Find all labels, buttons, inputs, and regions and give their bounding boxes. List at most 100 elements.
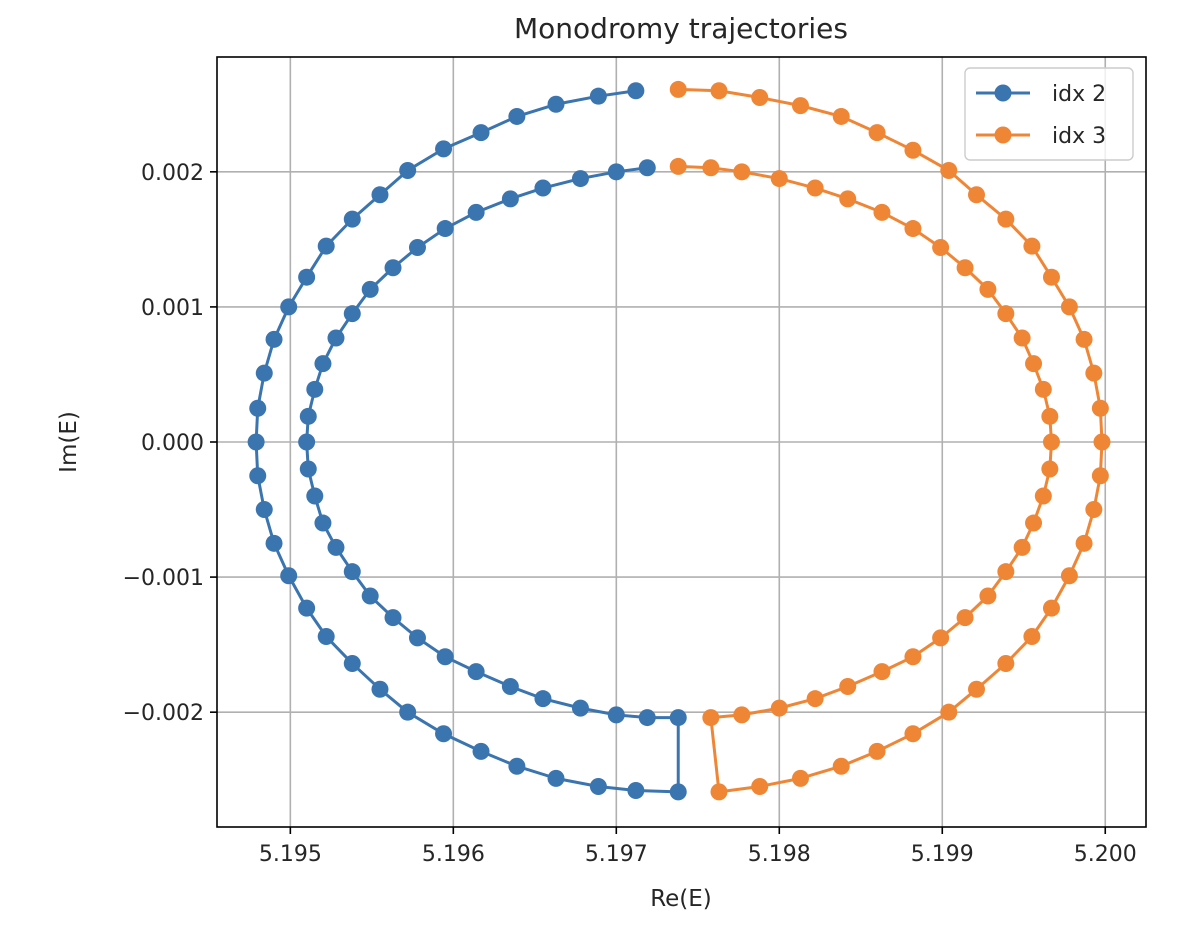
data-point-idx-3 — [1025, 514, 1043, 532]
data-point-idx-3 — [932, 629, 950, 647]
data-point-idx-2 — [501, 678, 519, 696]
data-point-idx-2 — [343, 655, 361, 673]
data-point-idx-2 — [314, 514, 332, 532]
data-point-idx-2 — [589, 777, 607, 795]
data-point-idx-2 — [343, 305, 361, 323]
data-point-idx-2 — [327, 329, 345, 347]
data-point-idx-3 — [1093, 433, 1111, 451]
data-point-idx-3 — [1013, 329, 1031, 347]
data-point-idx-3 — [873, 203, 891, 221]
data-point-idx-3 — [904, 725, 922, 743]
data-point-idx-2 — [299, 407, 317, 425]
data-point-idx-3 — [940, 703, 958, 721]
data-point-idx-3 — [702, 709, 720, 727]
series-line-idx-2 — [254, 89, 680, 794]
data-point-idx-3 — [839, 678, 857, 696]
data-point-idx-3 — [932, 238, 950, 256]
data-point-idx-3 — [1091, 467, 1109, 485]
data-point-idx-3 — [710, 783, 728, 801]
data-point-idx-3 — [751, 777, 769, 795]
legend-marker-idx-3 — [994, 126, 1012, 144]
data-point-idx-3 — [868, 742, 886, 760]
data-point-idx-2 — [299, 460, 317, 478]
x-tick-label: 5.200 — [1074, 842, 1137, 867]
data-point-idx-3 — [1013, 538, 1031, 556]
data-point-idx-2 — [501, 190, 519, 208]
data-point-idx-3 — [710, 82, 728, 100]
series-line-idx-3 — [678, 87, 1104, 794]
data-point-idx-3 — [904, 648, 922, 666]
data-point-idx-2 — [472, 124, 490, 142]
data-point-idx-3 — [1075, 330, 1093, 348]
data-point-idx-2 — [327, 538, 345, 556]
data-point-idx-3 — [979, 587, 997, 605]
data-point-idx-2 — [265, 534, 283, 552]
data-point-idx-2 — [607, 706, 625, 724]
data-point-idx-2 — [571, 170, 589, 188]
data-point-idx-3 — [956, 609, 974, 627]
data-point-idx-3 — [1042, 433, 1060, 451]
data-point-idx-2 — [508, 757, 526, 775]
legend-marker-idx-2 — [994, 84, 1012, 102]
data-point-idx-2 — [255, 364, 273, 382]
data-point-idx-3 — [839, 190, 857, 208]
x-tick-label: 5.195 — [259, 842, 322, 867]
series-idx-2 — [247, 82, 687, 801]
data-point-idx-2 — [384, 609, 402, 627]
data-point-idx-3 — [997, 210, 1015, 228]
data-point-idx-2 — [436, 648, 454, 666]
series-idx-3 — [669, 80, 1111, 801]
data-point-idx-3 — [1034, 487, 1052, 505]
data-point-idx-2 — [467, 203, 485, 221]
series-layer — [247, 80, 1111, 801]
data-point-idx-3 — [1023, 628, 1041, 646]
data-point-idx-2 — [669, 783, 687, 801]
data-point-idx-2 — [361, 587, 379, 605]
y-tick-label: 0.001 — [141, 296, 204, 321]
data-point-idx-2 — [669, 709, 687, 727]
data-point-idx-2 — [317, 628, 335, 646]
data-point-idx-3 — [1085, 501, 1103, 519]
data-point-idx-3 — [940, 161, 958, 179]
data-point-idx-2 — [534, 179, 552, 197]
data-point-idx-2 — [589, 87, 607, 105]
data-point-idx-2 — [314, 355, 332, 373]
data-point-idx-3 — [873, 663, 891, 681]
y-axis-label: Im(E) — [56, 411, 82, 473]
x-tick-label: 5.196 — [422, 842, 485, 867]
data-point-idx-3 — [1042, 268, 1060, 286]
data-point-idx-2 — [371, 186, 389, 204]
y-tick-label: 0.000 — [141, 431, 204, 456]
data-point-idx-3 — [702, 159, 720, 177]
data-point-idx-3 — [770, 170, 788, 188]
data-point-idx-3 — [1041, 460, 1059, 478]
data-point-idx-2 — [361, 280, 379, 298]
data-point-idx-2 — [280, 298, 298, 316]
data-point-idx-3 — [997, 655, 1015, 673]
data-point-idx-3 — [1042, 599, 1060, 617]
data-point-idx-2 — [247, 433, 265, 451]
data-point-idx-2 — [534, 690, 552, 708]
chart-title: Monodromy trajectories — [514, 12, 848, 45]
data-point-idx-3 — [806, 690, 824, 708]
data-point-idx-2 — [638, 159, 656, 177]
data-point-idx-2 — [547, 769, 565, 787]
data-point-idx-3 — [868, 124, 886, 142]
data-point-idx-2 — [343, 210, 361, 228]
data-point-idx-2 — [627, 782, 645, 800]
data-point-idx-2 — [435, 140, 453, 158]
data-point-idx-3 — [806, 179, 824, 197]
data-point-idx-2 — [384, 259, 402, 277]
data-point-idx-2 — [607, 163, 625, 181]
data-point-idx-2 — [472, 742, 490, 760]
data-point-idx-2 — [638, 709, 656, 727]
data-point-idx-2 — [317, 237, 335, 255]
legend-box — [964, 67, 1134, 161]
data-point-idx-3 — [669, 80, 687, 98]
data-point-idx-3 — [770, 699, 788, 717]
y-tick-label: −0.001 — [123, 566, 204, 591]
data-point-idx-2 — [265, 330, 283, 348]
data-point-idx-3 — [733, 163, 751, 181]
x-axis-label: Re(E) — [650, 886, 712, 912]
data-point-idx-2 — [249, 467, 267, 485]
